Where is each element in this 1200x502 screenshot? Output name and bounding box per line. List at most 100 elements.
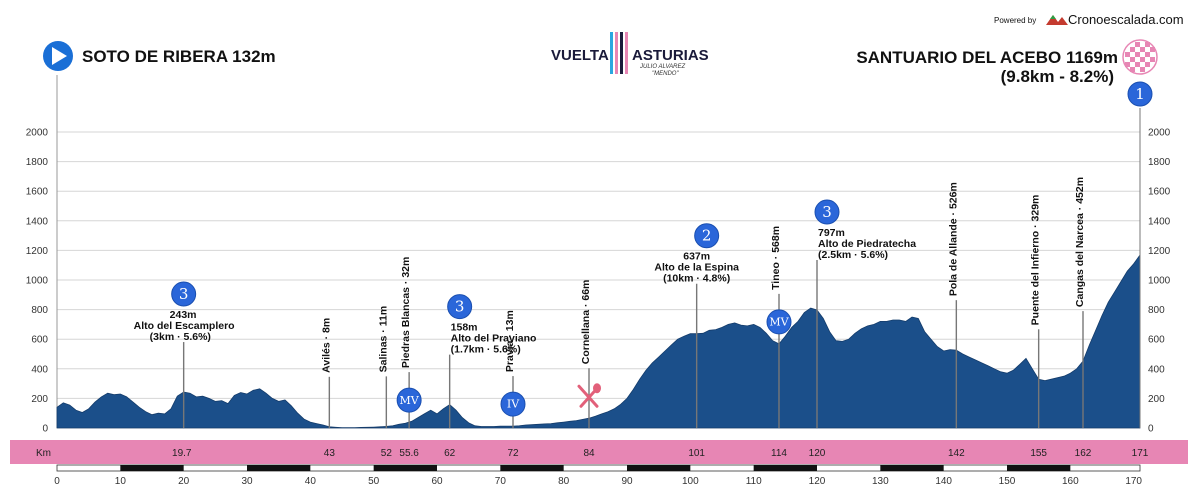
- flag-square: [1145, 42, 1150, 47]
- y-tick-label: 2000: [1148, 128, 1171, 139]
- x-axis: 0 10 20 30 40 50 60 70 80 90 100 110 120 130 140 150 160…: [54, 464, 1142, 487]
- y-tick-label: 1200: [26, 246, 49, 257]
- y-tick-label: 1000: [1148, 276, 1171, 287]
- y-tick-label: 1800: [26, 157, 49, 168]
- km-band: [10, 440, 1188, 464]
- category-badge-label: 3: [179, 285, 189, 303]
- flag-square: [1135, 42, 1140, 47]
- x-tick-label: 90: [621, 476, 633, 487]
- waypoint-label: Pola de Allande · 526m: [947, 182, 959, 296]
- flag-square: [1150, 57, 1155, 62]
- flag-square: [1145, 62, 1150, 67]
- flag-square: [1130, 57, 1135, 62]
- flag-square: [1135, 52, 1140, 57]
- finish-flag-icon: [1122, 39, 1158, 75]
- km-band-value: 62: [444, 448, 456, 459]
- x-tick-label: 0: [54, 476, 60, 487]
- y-tick-label: 200: [31, 394, 48, 405]
- finish-category-badge: [1127, 81, 1153, 107]
- km-band-value: 101: [688, 448, 705, 459]
- climb-elevation: 243m: [170, 309, 197, 321]
- y-tick-label: 200: [1148, 394, 1165, 405]
- y-tick-label: 600: [1148, 335, 1165, 346]
- y-tick-label: 400: [31, 364, 48, 375]
- km-band-value: 120: [809, 448, 826, 459]
- x-tick-label: 10: [115, 476, 127, 487]
- category-badge: [447, 294, 473, 320]
- km-band-value: 142: [948, 448, 965, 459]
- x-axis-segment: [627, 465, 691, 471]
- km-band-value: 19.7: [172, 448, 192, 459]
- x-axis-segment: [373, 465, 437, 471]
- category-badge-label: 3: [455, 298, 465, 316]
- x-axis-segment: [1007, 465, 1071, 471]
- x-tick-label: 110: [746, 476, 762, 487]
- climb-elevation: 637m: [683, 251, 710, 263]
- start-title: SOTO DE RIBERA 132m: [82, 47, 276, 66]
- km-band-value: 84: [583, 448, 595, 459]
- x-tick-label: 30: [241, 476, 253, 487]
- category-badge-label: MV: [400, 394, 420, 407]
- km-band-value: 55.6: [399, 448, 419, 459]
- y-tick-label: 400: [1148, 364, 1165, 375]
- y-tick-label: 1600: [26, 187, 49, 198]
- x-tick-label: 50: [368, 476, 380, 487]
- x-tick-label: 160: [1062, 476, 1079, 487]
- y-tick-label: 800: [1148, 305, 1165, 316]
- climb-stats: (1.7km · 5.6%): [451, 344, 521, 356]
- waypoint-label: Tineo · 568m: [770, 226, 782, 290]
- y-tick-label: 2000: [26, 128, 49, 139]
- race-logo: VUELTA ASTURIAS JULIO ALVAREZ "MENDO": [551, 32, 709, 77]
- x-tick-label: 70: [495, 476, 507, 487]
- x-axis-segment: [247, 465, 311, 471]
- y-tick-label: 0: [1148, 424, 1154, 435]
- x-tick-label: 140: [935, 476, 952, 487]
- flag-square: [1150, 47, 1155, 52]
- climb-name: Alto de Piedratecha: [818, 238, 916, 250]
- km-band-label: Km: [36, 448, 51, 459]
- category-badge: [171, 281, 197, 307]
- y-tick-label: 600: [31, 335, 48, 346]
- km-band-values: 19.7 43 52 55.6 62 72 84 101 114 120 142 155 162 171: [172, 448, 1149, 459]
- y-axis-right: 0 200 400 600 800 1000 1200 1400 1600 1800 2000: [1148, 128, 1171, 435]
- flag-square: [1125, 62, 1130, 67]
- x-axis-segment: [120, 465, 184, 471]
- waypoint-label: Piedras Blancas · 32m: [400, 257, 412, 368]
- climb-stats: (2.5km · 5.6%): [818, 249, 888, 261]
- race-logo-sub1: JULIO ALVAREZ: [639, 64, 685, 70]
- climb-name: Alto del Praviano: [451, 333, 537, 345]
- x-tick-label: 170: [1125, 476, 1142, 487]
- x-tick-label: 150: [999, 476, 1016, 487]
- category-badge-label: MV: [769, 316, 789, 329]
- category-badge: [396, 387, 422, 413]
- category-badge-label: 3: [822, 203, 832, 221]
- brand-name: Cronoescalada.com: [1068, 12, 1184, 27]
- finish-title: SANTUARIO DEL ACEBO 1169m: [856, 48, 1118, 67]
- waypoint-label: Avilés · 8m: [320, 318, 332, 373]
- finish-category-label: 1: [1135, 85, 1145, 103]
- flag-square: [1135, 62, 1140, 67]
- y-tick-label: 0: [42, 424, 48, 435]
- race-logo-sub2: "MENDO": [652, 71, 679, 77]
- category-badge: [500, 391, 526, 417]
- category-badge-label: IV: [507, 398, 520, 411]
- flag-square: [1125, 52, 1130, 57]
- climb-name: Alto del Escamplero: [134, 320, 235, 332]
- waypoint-label: Cornellana · 66m: [580, 280, 592, 365]
- powered-by-label: Powered by: [994, 16, 1036, 25]
- category-badge: [766, 309, 792, 335]
- race-logo-left: VUELTA: [551, 47, 609, 64]
- mountain-logo-icon: [1046, 15, 1068, 25]
- climb-stats: (10km · 4.8%): [663, 273, 730, 285]
- category-badge: [814, 199, 840, 225]
- spoon-bowl-icon: [593, 383, 601, 394]
- y-tick-label: 1000: [26, 276, 49, 287]
- waypoint-label: Puente del Infierno · 329m: [1030, 195, 1042, 326]
- y-tick-label: 800: [31, 305, 48, 316]
- y-axis-left: 0 200 400 600 800 1000 1200 1400 1600 1800 2000: [26, 128, 49, 435]
- x-tick-label: 80: [558, 476, 570, 487]
- finish-subtitle: (9.8km - 8.2%): [1001, 67, 1114, 86]
- climb-stats: (3km · 5.6%): [150, 331, 211, 343]
- climb-elevation: 797m: [818, 227, 845, 239]
- climb-name: Alto de la Espina: [654, 262, 739, 274]
